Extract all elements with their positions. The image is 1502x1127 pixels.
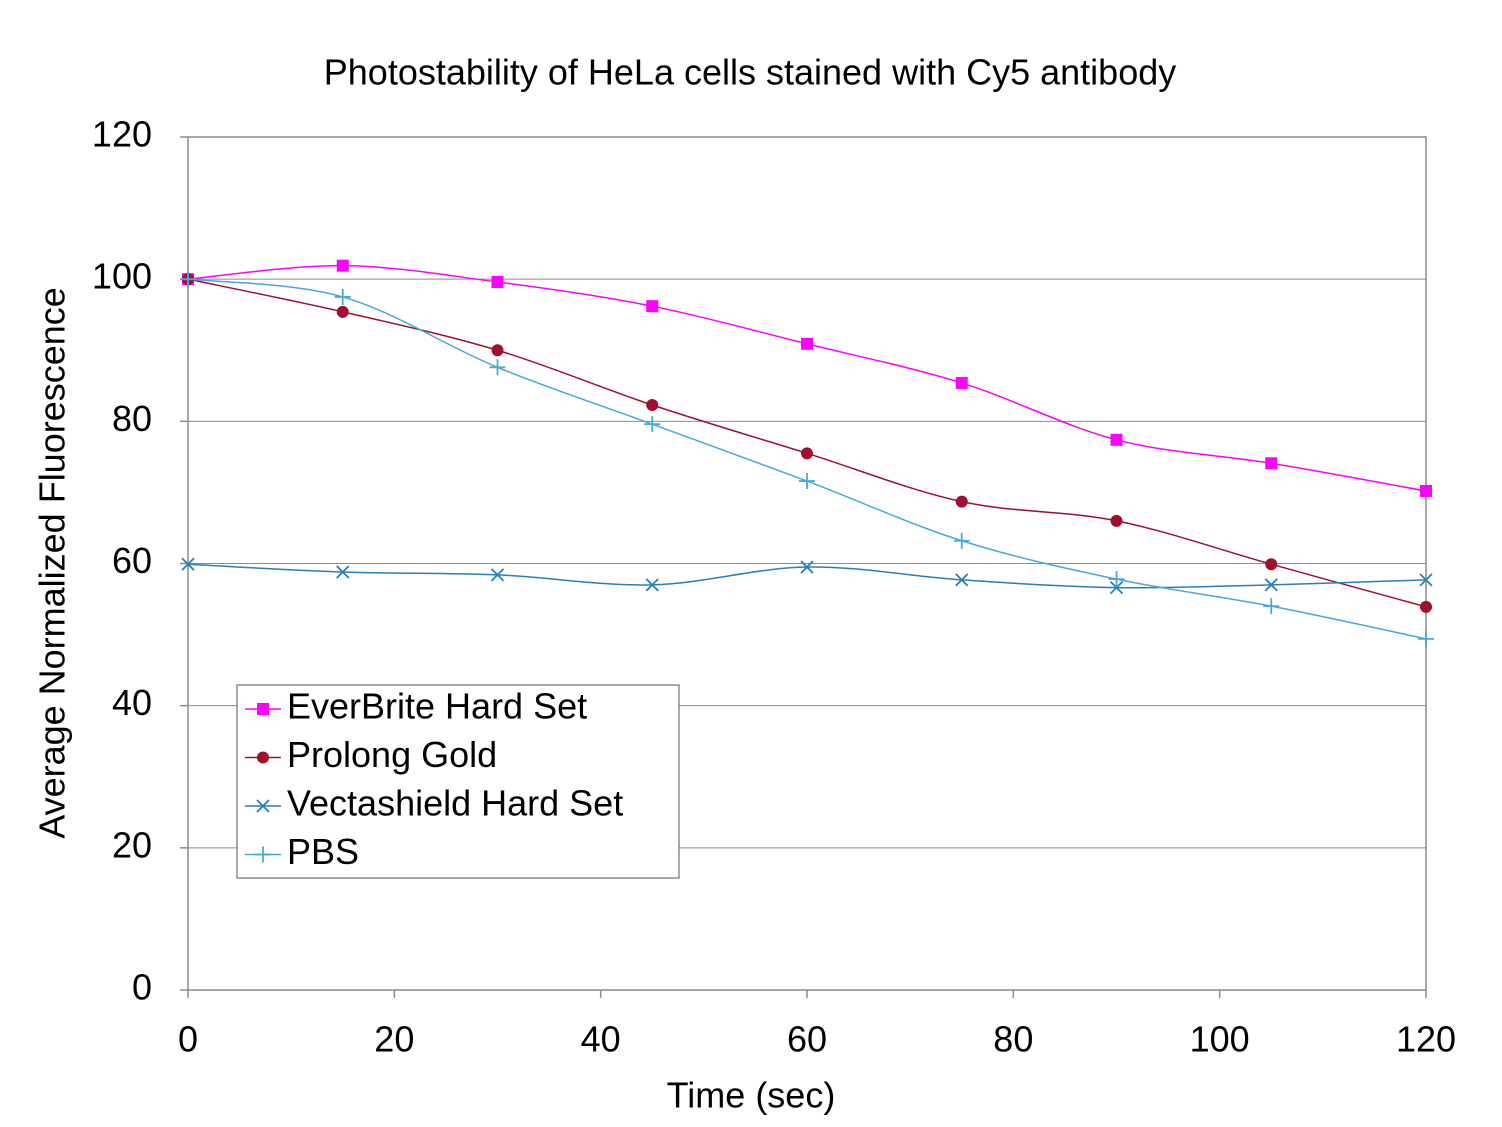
marker (1263, 598, 1280, 615)
marker-shape (1265, 558, 1278, 571)
marker (1420, 600, 1432, 613)
marker (1418, 630, 1434, 647)
marker (334, 288, 351, 305)
marker (491, 276, 504, 289)
marker-shape (1264, 578, 1278, 592)
marker-shape (646, 300, 659, 313)
marker (257, 751, 269, 764)
marker (257, 703, 269, 715)
x-tick-label: 60 (787, 1019, 827, 1060)
marker-shape (799, 473, 815, 490)
marker-shape (1420, 484, 1432, 497)
marker-shape (180, 271, 196, 288)
marker (1264, 578, 1278, 592)
marker-shape (955, 573, 969, 587)
marker (953, 532, 970, 549)
legend-box (236, 684, 680, 879)
marker-shape (1109, 581, 1124, 595)
chart-title: Photostability of HeLa cells stained wit… (324, 52, 1176, 93)
marker-shape (955, 495, 968, 508)
marker (955, 495, 968, 508)
marker (644, 416, 661, 433)
marker (645, 578, 659, 592)
marker (180, 271, 196, 288)
marker-shape (257, 703, 269, 715)
marker (1108, 571, 1125, 588)
marker (1265, 457, 1278, 470)
marker-shape (1110, 514, 1123, 527)
marker (646, 300, 659, 313)
marker-shape (334, 288, 351, 305)
x-axis-title: Time (sec) (667, 1075, 836, 1116)
x-tick-label: 80 (993, 1019, 1033, 1060)
marker-shape (257, 751, 269, 764)
marker (1419, 573, 1433, 587)
marker-shape (953, 532, 970, 549)
marker (955, 573, 969, 587)
marker-shape (336, 259, 349, 272)
y-axis-title: Average Normalized Fluorescence (32, 287, 73, 839)
marker-shape (181, 557, 195, 571)
x-tick-label: 0 (178, 1019, 198, 1060)
y-tick-label: 20 (112, 824, 152, 865)
legend-label: PBS (287, 831, 359, 872)
y-tick-label: 80 (112, 398, 152, 439)
marker-shape (955, 376, 968, 389)
x-tick-label: 120 (1396, 1019, 1456, 1060)
marker (646, 398, 659, 411)
marker-shape (491, 276, 504, 289)
marker-shape (1108, 571, 1125, 588)
marker (1110, 514, 1123, 527)
marker (800, 560, 814, 574)
marker-shape (1419, 573, 1433, 587)
marker (955, 376, 968, 389)
marker-shape (491, 344, 504, 357)
marker (801, 447, 813, 460)
marker-shape (646, 398, 659, 411)
marker-shape (1263, 598, 1280, 615)
marker-shape (801, 337, 813, 350)
marker (1265, 558, 1278, 571)
marker-shape (644, 416, 661, 433)
marker (490, 568, 505, 582)
marker-shape (1265, 457, 1278, 470)
x-tick-label: 100 (1190, 1019, 1250, 1060)
marker (1420, 484, 1432, 497)
marker-shape (800, 560, 814, 574)
marker (1109, 581, 1124, 595)
marker (799, 473, 815, 490)
marker-shape (1418, 630, 1434, 647)
legend-label: Vectashield Hard Set (287, 783, 623, 824)
marker-shape (1420, 600, 1432, 613)
marker (256, 799, 270, 813)
marker-shape (801, 447, 813, 460)
marker-shape (336, 565, 350, 579)
marker (336, 565, 350, 579)
marker-shape (255, 846, 271, 863)
marker (801, 337, 813, 350)
marker-shape (490, 568, 505, 582)
marker (181, 557, 195, 571)
y-tick-label: 40 (112, 682, 152, 723)
marker (255, 846, 271, 863)
marker-shape (256, 799, 270, 813)
marker (489, 359, 506, 376)
marker (1110, 433, 1123, 446)
marker-shape (336, 305, 349, 318)
y-tick-label: 0 (132, 967, 152, 1008)
marker-shape (1110, 433, 1123, 446)
legend-label: Prolong Gold (287, 734, 497, 775)
marker (336, 305, 349, 318)
x-tick-label: 40 (581, 1019, 621, 1060)
marker (491, 344, 504, 357)
y-tick-label: 120 (92, 114, 152, 155)
marker-shape (489, 359, 506, 376)
legend-label: EverBrite Hard Set (287, 686, 587, 727)
y-tick-label: 100 (92, 256, 152, 297)
marker (336, 259, 349, 272)
marker-shape (645, 578, 659, 592)
x-tick-label: 20 (374, 1019, 414, 1060)
y-tick-label: 60 (112, 540, 152, 581)
